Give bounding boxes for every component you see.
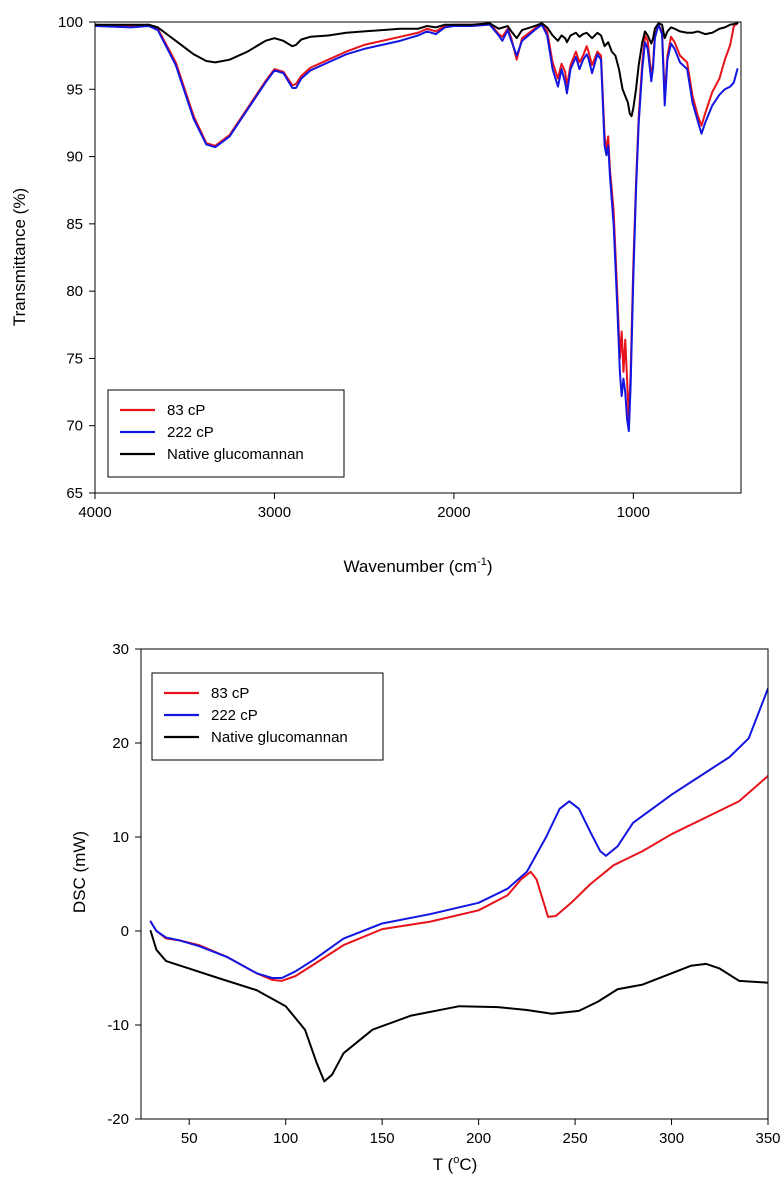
ftir-series-line-222-cp bbox=[95, 23, 739, 433]
ftir-legend-label: 83 cP bbox=[167, 402, 205, 419]
dsc-axis-layer: 50 100 150 200 250 300 350 -20 -10 0 10 20 30 bbox=[107, 641, 780, 1147]
dsc-y-tick-label: 30 bbox=[112, 641, 129, 658]
dsc-x-axis-label: T (oC) bbox=[433, 1154, 478, 1174]
dsc-x-tick-label: 100 bbox=[273, 1130, 298, 1147]
dsc-x-tick-label: 350 bbox=[755, 1130, 780, 1147]
ftir-series-layer bbox=[95, 22, 739, 433]
ftir-y-tick-label: 95 bbox=[66, 81, 83, 98]
dsc-legend: 83 cP 222 cP Native glucomannan bbox=[151, 672, 384, 761]
dsc-legend-box bbox=[151, 672, 384, 761]
ftir-y-tick-label: 80 bbox=[66, 283, 83, 300]
ftir-plot-frame bbox=[94, 21, 742, 494]
dsc-y-tick-label: 10 bbox=[112, 829, 129, 846]
dsc-x-tick-label: 250 bbox=[563, 1130, 588, 1147]
dsc-plot-frame bbox=[140, 648, 769, 1120]
dsc-series-line-222-cp bbox=[149, 687, 768, 979]
ftir-y-tick-label: 75 bbox=[66, 350, 83, 367]
ftir-legend: 83 cP 222 cP Native glucomannan bbox=[107, 389, 345, 478]
dsc-series-line-83-cp bbox=[149, 774, 768, 982]
ftir-series-line-native-glucomannan bbox=[95, 22, 739, 118]
dsc-x-tick-label: 200 bbox=[466, 1130, 491, 1147]
ftir-y-tick-label: 90 bbox=[66, 149, 83, 166]
dsc-series-line-native-glucomannan bbox=[149, 930, 768, 1083]
dsc-series-layer bbox=[149, 687, 768, 1083]
ftir-legend-label: 222 cP bbox=[167, 424, 214, 441]
dsc-legend-label: 222 cP bbox=[211, 707, 258, 724]
dsc-y-tick-label: -10 bbox=[107, 1017, 129, 1034]
dsc-x-tick-label: 300 bbox=[659, 1130, 684, 1147]
ftir-legend-label: Native glucomannan bbox=[167, 446, 304, 463]
ftir-y-tick-label: 100 bbox=[58, 14, 83, 31]
dsc-legend-label: Native glucomannan bbox=[211, 729, 348, 746]
ftir-x-tick-label: 3000 bbox=[258, 504, 291, 521]
dsc-y-tick-label: 0 bbox=[121, 923, 129, 940]
dsc-legend-label: 83 cP bbox=[211, 685, 249, 702]
dsc-y-tick-label: 20 bbox=[112, 735, 129, 752]
dsc-chart: 50 100 150 200 250 300 350 -20 -10 0 10 20 30 DSC (m… bbox=[70, 641, 781, 1174]
ftir-legend-box bbox=[107, 389, 345, 478]
ftir-x-tick-label: 4000 bbox=[78, 504, 111, 521]
ftir-y-axis-label: Transmittance (%) bbox=[10, 188, 29, 326]
ftir-chart: 4000 3000 2000 1000 65 70 75 80 85 90 95 100 Transm… bbox=[10, 14, 742, 576]
ftir-y-tick-label: 85 bbox=[66, 216, 83, 233]
ftir-x-tick-label: 1000 bbox=[617, 504, 650, 521]
dsc-y-tick-label: -20 bbox=[107, 1111, 129, 1128]
ftir-axis-layer: 4000 3000 2000 1000 65 70 75 80 85 90 95 100 bbox=[58, 14, 650, 521]
ftir-x-axis-label: Wavenumber (cm-1) bbox=[344, 556, 493, 576]
dsc-y-axis-label: DSC (mW) bbox=[70, 831, 89, 913]
ftir-y-tick-label: 65 bbox=[66, 485, 83, 502]
dsc-x-tick-label: 150 bbox=[370, 1130, 395, 1147]
ftir-x-tick-label: 2000 bbox=[437, 504, 470, 521]
dsc-x-tick-label: 50 bbox=[181, 1130, 198, 1147]
ftir-y-tick-label: 70 bbox=[66, 418, 83, 435]
